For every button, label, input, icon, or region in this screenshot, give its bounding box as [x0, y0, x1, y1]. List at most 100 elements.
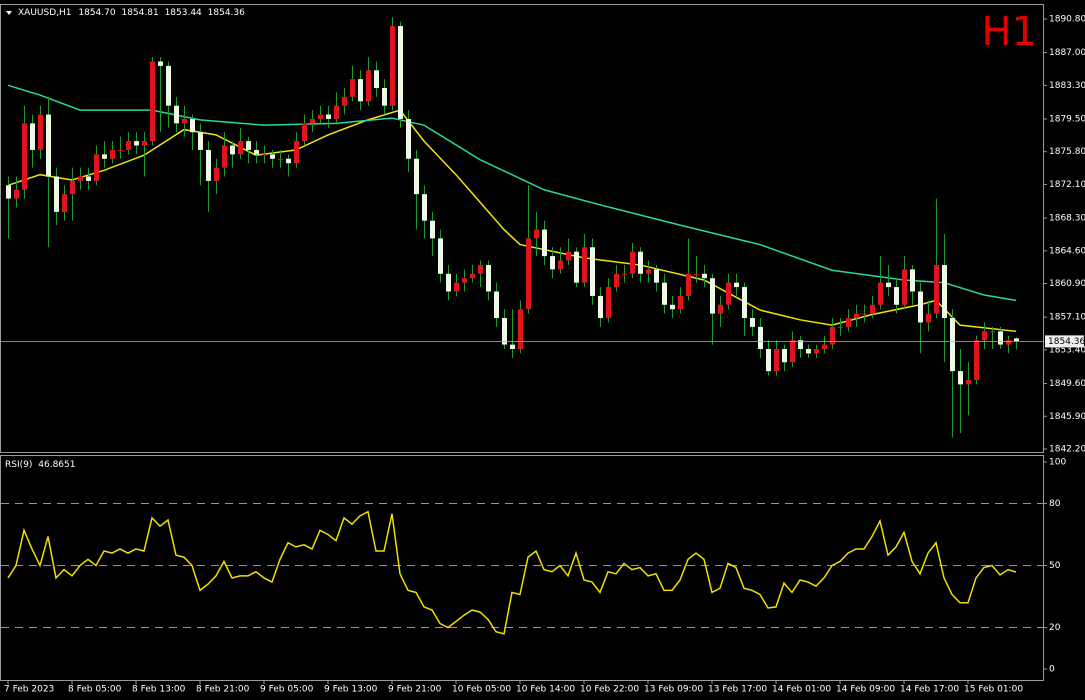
candle-body [582, 247, 587, 283]
y-tick-label: 1875.80 [1049, 147, 1085, 157]
x-tick-label: 14 Feb 01:00 [772, 685, 831, 695]
candle-body [438, 238, 443, 274]
candle-body [958, 371, 963, 385]
candle-body [966, 379, 971, 385]
candle-body [166, 65, 171, 106]
candle-body [950, 318, 955, 372]
candle-body [294, 141, 299, 164]
candle-body [110, 149, 115, 159]
x-tick-label: 10 Feb 05:00 [452, 685, 511, 695]
candle-body [462, 278, 467, 283]
candle-body [222, 145, 227, 168]
candle-body [894, 287, 899, 305]
candle-body [278, 158, 283, 160]
y-tick-label: 100 [1049, 458, 1066, 468]
candle-body [494, 291, 499, 319]
candle-body [102, 154, 107, 159]
x-tick-label: 9 Feb 13:00 [324, 685, 378, 695]
candle-body [910, 269, 915, 292]
candle-body [734, 282, 739, 288]
candle-body [190, 118, 195, 133]
x-tick-label: 10 Feb 22:00 [580, 685, 639, 695]
candle-body [574, 251, 579, 283]
y-tick-label: 1845.90 [1049, 412, 1085, 422]
candle-body [446, 273, 451, 292]
candle-body [350, 79, 355, 97]
chart-header: XAUUSD,H1 1854.70 1854.81 1853.44 1854.3… [18, 8, 245, 18]
y-tick-label: 1849.60 [1049, 379, 1085, 389]
candle-body [622, 273, 627, 275]
candle-body [342, 96, 347, 106]
candle-body [606, 287, 611, 319]
candle-body [54, 176, 59, 212]
candle-body [718, 304, 723, 314]
candle-body [534, 229, 539, 239]
x-tick-label: 9 Feb 21:00 [388, 685, 442, 695]
candle-body [846, 318, 851, 327]
candle-body [998, 331, 1003, 345]
candle-body [814, 349, 819, 354]
y-tick-label: 1857.10 [1049, 313, 1085, 323]
candle-body [782, 349, 787, 363]
y-tick-label: 1860.90 [1049, 279, 1085, 289]
main-frame [0, 4, 1044, 453]
y-tick-label: 1879.50 [1049, 114, 1085, 124]
candle-body [182, 118, 187, 124]
candle-body [150, 61, 155, 142]
candle-body [414, 158, 419, 195]
x-tick-label: 8 Feb 05:00 [68, 685, 122, 695]
candle-body [662, 282, 667, 305]
candle-body [614, 273, 619, 288]
candle-body [598, 295, 603, 319]
rsi-name: RSI(9) [5, 460, 32, 470]
candle-body [934, 264, 939, 314]
candle-body [798, 340, 803, 350]
candle-body [142, 141, 147, 146]
candle-body [478, 264, 483, 274]
candle-body [214, 167, 219, 181]
candle-body [262, 154, 267, 156]
rsi-header: RSI(9) 46.8651 [5, 460, 75, 470]
candle-body [174, 105, 179, 124]
candle-body [22, 123, 27, 190]
candle-body [198, 132, 203, 150]
y-tick-label: 1864.60 [1049, 246, 1085, 256]
candle-body [750, 318, 755, 327]
candle-body [326, 114, 331, 119]
y-tick-label: 20 [1049, 623, 1061, 633]
y-tick-label: 0 [1049, 665, 1055, 675]
last-price-label: 1854.36 [1048, 337, 1085, 347]
candle-body [46, 114, 51, 177]
candle-body [430, 220, 435, 239]
candle-body [502, 318, 507, 345]
candle-body [654, 269, 659, 283]
ohlc-close: 1854.36 [208, 8, 245, 18]
candle-body [686, 273, 691, 296]
candle-body [158, 61, 163, 66]
candle-body [550, 256, 555, 270]
candle-body [382, 87, 387, 106]
candle-body [630, 251, 635, 274]
candle-body [638, 251, 643, 274]
candle-body [454, 282, 459, 292]
moving-average [7, 84, 1017, 302]
candle-body [1014, 338, 1019, 342]
candle-body [870, 304, 875, 314]
candle-body [406, 118, 411, 159]
candle-body [558, 260, 563, 270]
candle-body [470, 273, 475, 279]
candle-body [206, 149, 211, 181]
y-tick-label: 1887.00 [1049, 48, 1085, 58]
candle-body [238, 141, 243, 155]
candle-body [310, 118, 315, 124]
candle-body [542, 229, 547, 257]
candle-body [78, 176, 83, 181]
x-tick-label: 10 Feb 14:00 [516, 685, 575, 695]
candle-body [830, 326, 835, 345]
candle-body [14, 189, 19, 199]
x-tick-label: 8 Feb 21:00 [196, 685, 250, 695]
candle-body [678, 295, 683, 310]
candle-body [854, 313, 859, 319]
candle-body [254, 149, 259, 155]
ohlc-open: 1854.70 [78, 8, 115, 18]
